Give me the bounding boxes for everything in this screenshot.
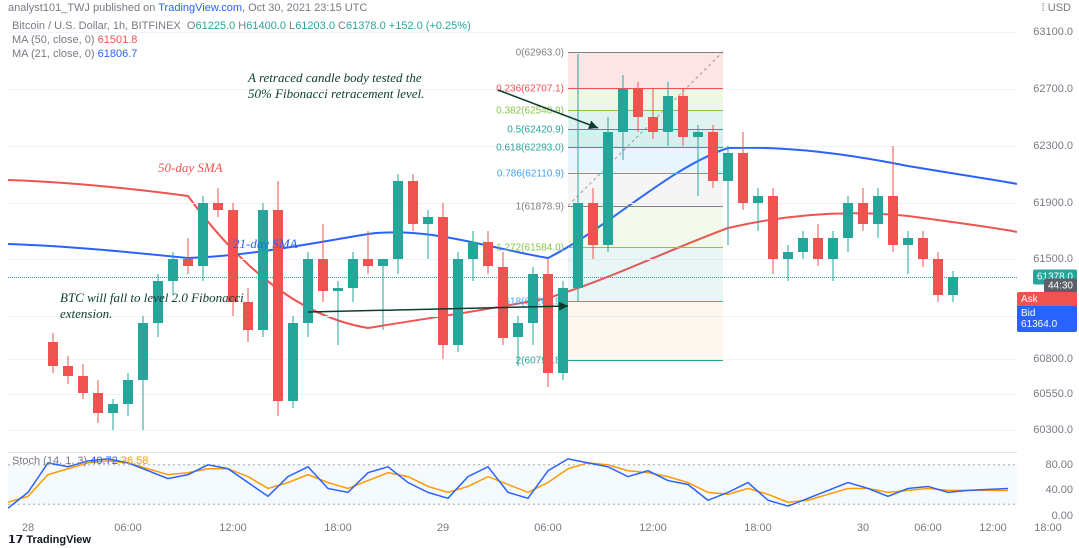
time-tick: 06:00: [114, 522, 142, 534]
fib-zone: [568, 173, 723, 206]
price-tick: 60300.0: [1033, 424, 1073, 436]
symbol-info: Bitcoin / U.S. Dollar, 1h, BITFINEX O612…: [12, 20, 471, 32]
stoch-band-fill: [8, 465, 1017, 504]
stoch-panel[interactable]: Stoch (14, 1, 3) 40.72 36.58: [8, 452, 1017, 516]
fib-level[interactable]: 0.236(62707.1): [568, 88, 723, 89]
fib-level[interactable]: 0.786(62110.9): [568, 173, 723, 174]
site-link[interactable]: TradingView.com: [158, 2, 242, 14]
currency-symbol: ⁞ USD: [1042, 2, 1071, 14]
time-tick: 12:00: [639, 522, 667, 534]
price-tick: 60550.0: [1033, 388, 1073, 400]
annotation-text[interactable]: BTC will fall to level 2.0 Fibonacciexte…: [60, 290, 244, 322]
stoch-tick: 0.00: [1052, 510, 1073, 522]
tradingview-logo[interactable]: 𝟭𝟳 TradingView: [8, 533, 91, 546]
fib-zone: [568, 147, 723, 173]
price-tick: 62700.0: [1033, 83, 1073, 95]
fib-level[interactable]: 0.382(62548.9): [568, 110, 723, 111]
fib-level[interactable]: 2(60794.8): [568, 360, 723, 361]
annotation-text[interactable]: A retraced candle body tested the50% Fib…: [248, 70, 424, 102]
stoch-axis: 80.0040.000.00: [1017, 452, 1079, 516]
fib-zone: [568, 52, 723, 88]
time-tick: 18:00: [324, 522, 352, 534]
fib-level[interactable]: 0.5(62420.9): [568, 129, 723, 130]
time-axis[interactable]: 2806:0012:0018:002906:0012:0018:003006:0…: [8, 516, 1017, 534]
sma-label[interactable]: 21-day SMA: [233, 236, 298, 252]
annotation-arrow: [8, 18, 1017, 444]
time-tick: 06:00: [914, 522, 942, 534]
gridline: [8, 259, 1017, 260]
fib-level[interactable]: 1.272(61584.0): [568, 247, 723, 248]
fib-level[interactable]: 0.618(62293.0): [568, 147, 723, 148]
price-tick: 62300.0: [1033, 140, 1073, 152]
time-tick: 06:00: [534, 522, 562, 534]
time-tick: 29: [437, 522, 449, 534]
ohlc-values: O61225.0 H61400.0 L61203.0 C61378.0 +152…: [187, 20, 471, 32]
ma-overlay: [8, 18, 1017, 444]
stoch-legend: Stoch (14, 1, 3) 40.72 36.58: [12, 455, 148, 467]
fib-zone: [568, 110, 723, 128]
price-axis[interactable]: 63100.062700.062300.061900.061500.061100…: [1017, 18, 1079, 444]
gridline: [8, 32, 1017, 33]
annotation-arrow: [8, 18, 1017, 444]
price-tick: 60800.0: [1033, 353, 1073, 365]
publish-timestamp: Oct 30, 2021 23:15 UTC: [248, 2, 367, 14]
price-tick: 61500.0: [1033, 253, 1073, 265]
fib-level[interactable]: 1.618(61208.9): [568, 301, 723, 302]
stoch-tick: 40.00: [1045, 484, 1073, 496]
ma21-legend: MA (21, close, 0) 61806.7: [12, 48, 137, 60]
publisher-text: analyst101_TWJ published on: [8, 2, 155, 14]
time-tick: 12:00: [219, 522, 247, 534]
main-chart[interactable]: Bitcoin / U.S. Dollar, 1h, BITFINEX O612…: [8, 18, 1017, 444]
time-tick: 12:00: [979, 522, 1007, 534]
time-tick: 18:00: [744, 522, 772, 534]
stoch-tick: 80.00: [1045, 459, 1073, 471]
price-tick: 61900.0: [1033, 197, 1073, 209]
header-bar: analyst101_TWJ published on TradingView.…: [0, 0, 1079, 18]
time-tick: 30: [857, 522, 869, 534]
gridline: [8, 430, 1017, 431]
fib-level[interactable]: 0(62963.0): [568, 52, 723, 53]
fib-zone: [568, 88, 723, 110]
publish-info: analyst101_TWJ published on TradingView.…: [8, 2, 367, 16]
ma50-legend: MA (50, close, 0) 61501.8: [12, 34, 137, 46]
time-tick: 18:00: [1034, 522, 1062, 534]
gridline: [8, 394, 1017, 395]
fib-zone: [568, 301, 723, 360]
price-tick: 63100.0: [1033, 26, 1073, 38]
gridline: [8, 359, 1017, 360]
last-price-line: [8, 277, 1017, 278]
stoch-svg: [8, 453, 1017, 516]
price-label: Bid 61364.0: [1017, 306, 1077, 332]
fib-zone: [568, 247, 723, 300]
sma-label[interactable]: 50-day SMA: [158, 160, 223, 176]
